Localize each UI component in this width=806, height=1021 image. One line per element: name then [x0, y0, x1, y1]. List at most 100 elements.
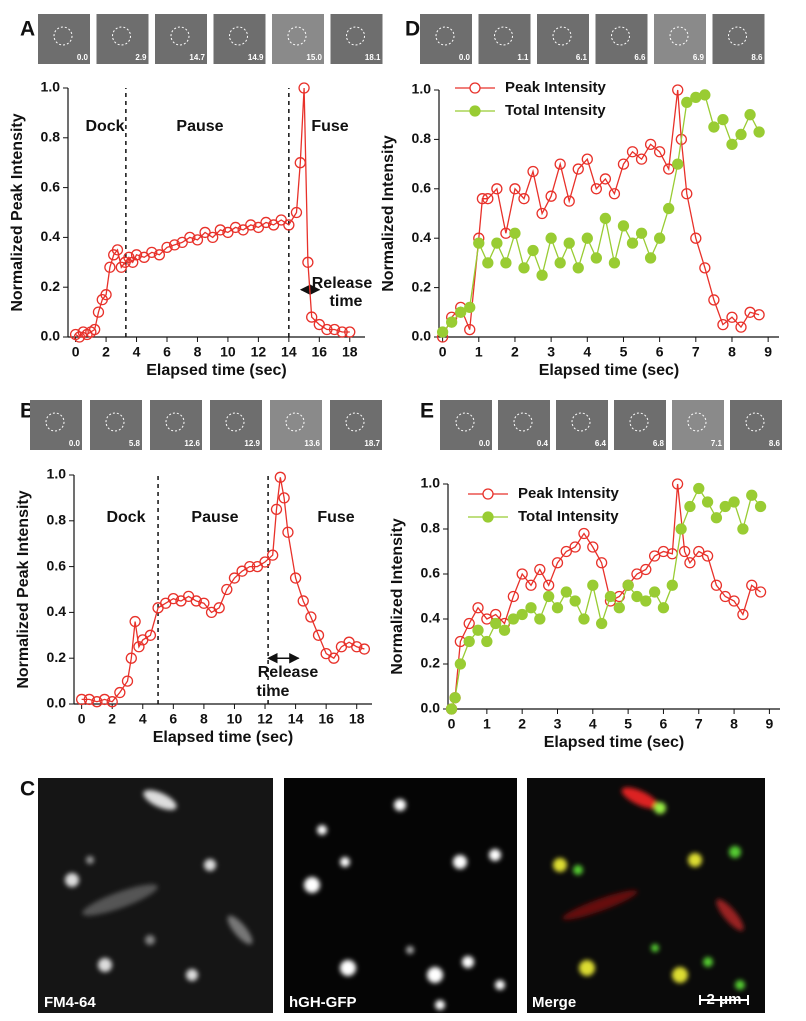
y-axis-title: Normalized Peak Intensity	[9, 113, 26, 311]
data-point	[536, 269, 548, 281]
data-point	[726, 138, 738, 150]
frame	[213, 14, 266, 64]
data-point	[89, 323, 101, 336]
x-tick-label: 10	[220, 344, 236, 360]
x-tick-label: 16	[318, 711, 334, 727]
y-tick-label: 1.0	[41, 79, 61, 95]
data-point	[728, 595, 740, 607]
data-point	[358, 643, 371, 655]
data-point	[278, 492, 290, 504]
data-point	[302, 256, 314, 268]
frame	[672, 400, 724, 450]
data-point	[125, 652, 137, 664]
data-point	[599, 212, 612, 225]
data-point	[244, 560, 256, 573]
x-tick-label: 6	[660, 716, 668, 732]
frame-time: 12.9	[244, 439, 260, 448]
data-point	[545, 232, 557, 244]
data-point	[282, 526, 294, 538]
data-point	[321, 323, 333, 336]
chart: D 0.0 1.1 6.1 6.6 6.9 8.6 0.0 0.2 0.4 0.6 0.8 1.0 0 1 2…	[380, 14, 779, 379]
data-point	[753, 126, 765, 138]
data-point	[260, 216, 272, 229]
frame-spot	[455, 412, 475, 432]
data-point	[184, 231, 196, 244]
data-point	[635, 153, 648, 165]
data-point	[133, 641, 145, 653]
data-point	[684, 557, 696, 569]
data-point	[648, 550, 661, 562]
x-tick-label: 18	[349, 711, 365, 727]
data-point	[708, 121, 720, 133]
data-point	[507, 613, 519, 625]
x-axis-title: Elapsed time (sec)	[153, 729, 294, 746]
data-point	[455, 306, 467, 318]
y-tick-label: 0.6	[47, 557, 67, 573]
data-point	[754, 586, 767, 598]
image-label: FM4-64	[44, 994, 96, 1011]
frame	[654, 14, 706, 64]
data-point	[599, 173, 612, 185]
data-point	[693, 545, 705, 558]
data-point	[283, 219, 295, 231]
frame	[712, 14, 765, 64]
frame-time: 6.6	[634, 53, 646, 62]
data-point	[640, 595, 652, 607]
frame	[38, 14, 90, 64]
data-point	[518, 193, 530, 205]
x-tick-label: 12	[257, 711, 273, 727]
data-point	[678, 545, 691, 558]
frame-time: 14.9	[248, 53, 264, 62]
data-point	[626, 146, 639, 158]
data-point	[554, 257, 566, 269]
data-point	[590, 252, 602, 264]
data-point	[463, 635, 475, 648]
frame-spot	[494, 26, 513, 46]
data-point	[635, 227, 648, 239]
data-point	[590, 183, 602, 195]
frame-spot	[728, 26, 747, 46]
data-point	[472, 624, 484, 636]
data-point	[491, 237, 503, 249]
y-tick-label: 0.2	[47, 649, 67, 665]
data-point	[146, 246, 158, 258]
data-point	[463, 617, 475, 630]
annotation: Dock	[85, 118, 124, 135]
frame-time: 6.9	[693, 53, 705, 62]
frame	[420, 14, 472, 64]
x-tick-label: 0	[439, 344, 447, 360]
x-tick-label: 2	[511, 344, 519, 360]
data-point	[527, 244, 539, 257]
data-point	[578, 527, 590, 540]
panel-letter: A	[20, 18, 35, 41]
data-point	[663, 202, 675, 215]
data-point	[129, 615, 141, 628]
frame-spot	[513, 412, 533, 432]
data-point	[666, 579, 678, 591]
data-point	[516, 608, 528, 621]
frame	[730, 400, 782, 450]
y-tick-label: 0.6	[41, 178, 61, 194]
data-point	[106, 696, 118, 708]
data-point	[289, 572, 302, 584]
data-point	[229, 221, 242, 234]
frame-spot	[287, 26, 307, 46]
annotation: Pause	[191, 509, 238, 526]
data-point	[198, 597, 210, 609]
data-point	[653, 232, 666, 244]
data-point	[563, 237, 575, 249]
legend-label: Peak Intensity	[505, 79, 607, 96]
y-tick-label: 0.6	[421, 565, 441, 581]
data-point	[681, 96, 693, 108]
frame	[614, 400, 666, 450]
data-point	[746, 489, 758, 501]
data-point	[737, 608, 749, 621]
frame	[272, 14, 324, 64]
data-point	[554, 158, 566, 170]
data-point	[587, 579, 599, 591]
data-point	[708, 294, 720, 306]
data-point	[701, 550, 714, 562]
x-tick-label: 5	[624, 716, 632, 732]
data-point	[100, 289, 112, 301]
data-point	[464, 323, 476, 336]
